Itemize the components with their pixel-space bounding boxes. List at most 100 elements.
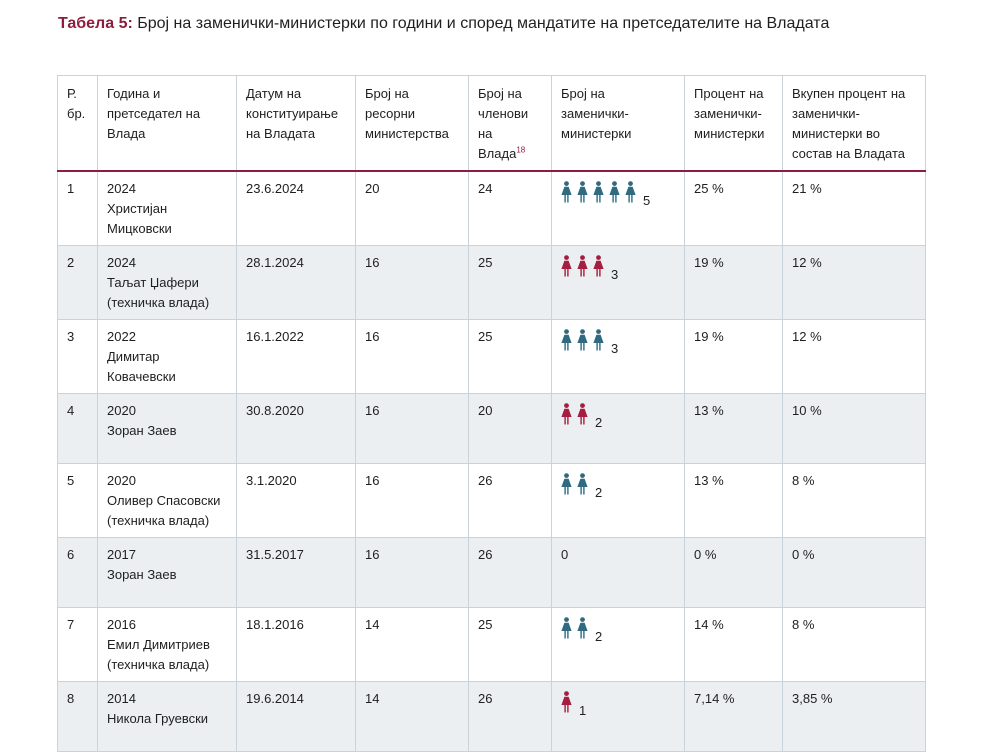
woman-icon [609,181,620,203]
ministries-count: 20 [355,170,469,246]
deputies-count: 5 [643,193,651,208]
members-count: 25 [468,607,552,682]
table-row: 3 2022 Димитар Ковачевски 16.1.2022 16 25 3 19 … [57,319,926,394]
government-note: (техничка влада) [107,657,210,672]
deputies-cell: 5 [551,170,685,246]
woman-icon [577,617,588,639]
row-number: 7 [57,607,98,682]
woman-icon [561,255,572,277]
deputies-icons: 2 [561,473,602,503]
constitution-date: 18.1.2016 [236,607,356,682]
year: 2014 [107,691,136,706]
table-row: 8 2014 Никола Груевски 19.6.2014 14 26 1 7,14 %… [57,681,926,752]
constitution-date: 19.6.2014 [236,681,356,752]
year: 2020 [107,403,136,418]
header-ministries: Број на ресорни министерства [355,75,469,172]
year: 2024 [107,181,136,196]
woman-icon [625,181,636,203]
total-percent: 10 % [782,393,926,464]
prime-minister: Таљат Џафери [107,275,199,290]
ministries-count: 16 [355,537,469,608]
header-no: Р. бр. [57,75,98,172]
deputies-percent: 19 % [684,319,783,394]
woman-icon [561,617,572,639]
deputies-icons: 5 [561,181,650,211]
table-row: 2 2024 Таљат Џафери (техничка влада) 28.1.20… [57,245,926,320]
deputies-icons: 3 [561,255,618,285]
row-number: 3 [57,319,98,394]
table-row: 4 2020 Зоран Заев 30.8.2020 16 20 2 13 % 10 % [57,393,926,464]
deputies-count: 1 [579,703,587,718]
constitution-date: 30.8.2020 [236,393,356,464]
constitution-date: 16.1.2022 [236,319,356,394]
woman-icon [577,473,588,495]
row-number: 2 [57,245,98,320]
year-and-pm: 2017 Зоран Заев [97,537,237,608]
header-deputies: Број на заменички-министерки [551,75,685,172]
header-row: Р. бр. Година и претседател на Влада Дат… [57,75,926,172]
prime-minister: Емил Димитриев [107,637,210,652]
row-number: 6 [57,537,98,608]
ministries-count: 16 [355,245,469,320]
woman-icon [593,181,604,203]
members-count: 26 [468,681,552,752]
prime-minister: Оливер Спасовски [107,493,221,508]
prime-minister: Димитар Ковачевски [107,349,176,384]
woman-icon [577,255,588,277]
woman-icon [577,403,588,425]
deputies-cell: 0 [551,537,685,608]
deputies-cell: 2 [551,393,685,464]
year-and-pm: 2024 Христијан Мицковски [97,170,237,246]
woman-icon [577,329,588,351]
deputies-percent: 14 % [684,607,783,682]
ministries-count: 16 [355,463,469,538]
government-note: (техничка влада) [107,513,210,528]
year: 2016 [107,617,136,632]
members-count: 25 [468,245,552,320]
prime-minister: Зоран Заев [107,423,177,438]
footnote-marker[interactable]: 18 [516,145,526,155]
woman-icon [593,255,604,277]
deputies-cell: 2 [551,607,685,682]
row-number: 4 [57,393,98,464]
year: 2017 [107,547,136,562]
deputies-count: 3 [611,267,619,282]
deputies-icons: 2 [561,617,602,647]
deputies-percent: 13 % [684,463,783,538]
year-and-pm: 2014 Никола Груевски [97,681,237,752]
constitution-date: 23.6.2024 [236,170,356,246]
total-percent: 3,85 % [782,681,926,752]
year: 2024 [107,255,136,270]
total-percent: 8 % [782,607,926,682]
header-total-percent: Вкупен процент на заменички-министерки в… [782,75,926,172]
deputies-percent: 7,14 % [684,681,783,752]
deputies-cell: 1 [551,681,685,752]
year-and-pm: 2024 Таљат Џафери (техничка влада) [97,245,237,320]
woman-icon [593,329,604,351]
header-members: Број на членови на Влада18 [468,75,552,172]
ministries-count: 14 [355,681,469,752]
year-and-pm: 2020 Оливер Спасовски (техничка влада) [97,463,237,538]
deputies-icons: 3 [561,329,618,359]
prime-minister: Христијан Мицковски [107,201,172,236]
woman-icon [561,329,572,351]
total-percent: 21 % [782,170,926,246]
table-row: 1 2024 Христијан Мицковски 23.6.2024 20 24 5 25… [57,170,926,246]
constitution-date: 31.5.2017 [236,537,356,608]
total-percent: 12 % [782,319,926,394]
ministries-count: 14 [355,607,469,682]
header-percent: Процент на заменички-министерки [684,75,783,172]
deputies-percent: 19 % [684,245,783,320]
deputies-count: 3 [611,341,619,356]
row-number: 1 [57,170,98,246]
deputies-icons: 2 [561,403,602,433]
deputies-count: 2 [595,629,603,644]
year-and-pm: 2016 Емил Димитриев (техничка влада) [97,607,237,682]
ministries-count: 16 [355,319,469,394]
prime-minister: Никола Груевски [107,711,209,726]
members-count: 26 [468,537,552,608]
ministries-count: 16 [355,393,469,464]
header-date: Датум на конституирање на Владата [236,75,356,172]
deputies-percent: 0 % [684,537,783,608]
deputies-count: 0 [561,547,569,562]
